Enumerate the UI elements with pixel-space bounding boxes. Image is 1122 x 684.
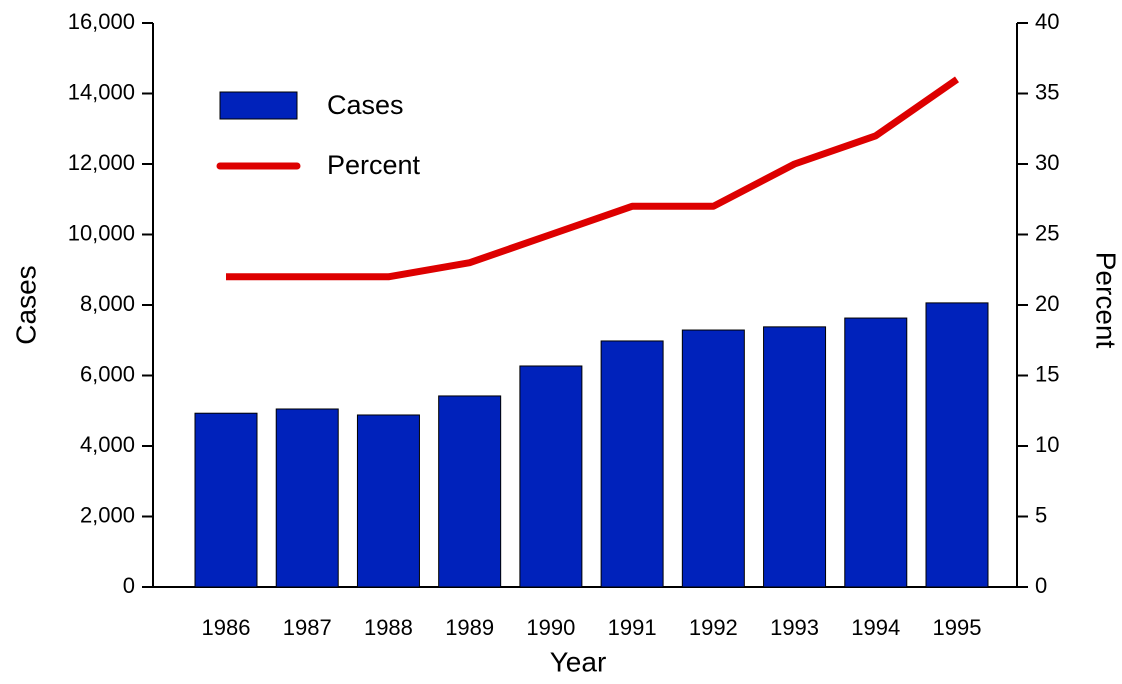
bar (519, 365, 583, 588)
x-tick-label: 1994 (851, 615, 900, 640)
x-tick-label: 1988 (364, 615, 413, 640)
x-tick-label: 1990 (526, 615, 575, 640)
y-tick-label: 6,000 (80, 361, 135, 386)
bar (844, 317, 908, 588)
x-tick-label: 1995 (933, 615, 982, 640)
x-tick-label: 1986 (202, 615, 251, 640)
y2-tick-label: 10 (1035, 432, 1059, 457)
y2-tick-label: 15 (1035, 361, 1059, 386)
bar (681, 329, 745, 588)
y-tick-label: 2,000 (80, 502, 135, 527)
bar (275, 408, 339, 588)
y-tick-label: 14,000 (68, 79, 135, 104)
bar (600, 340, 664, 588)
line (226, 76, 959, 281)
y-tick-label: 8,000 (80, 291, 135, 316)
legend-swatch (219, 91, 298, 120)
y2-tick-label: 0 (1035, 573, 1047, 598)
x-tick-label: 1993 (770, 615, 819, 640)
x-tick-label: 1989 (445, 615, 494, 640)
y2-axis-title: Percent (1091, 252, 1122, 349)
y2-tick-label: 20 (1035, 291, 1059, 316)
y2-tick-label: 5 (1035, 502, 1047, 527)
y-tick-label: 12,000 (68, 150, 135, 175)
y2-tick-label: 35 (1035, 79, 1059, 104)
bar (194, 412, 258, 588)
y-tick-label: 0 (123, 573, 135, 598)
legend-label: Cases (327, 90, 404, 120)
x-axis-title: Year (550, 646, 607, 677)
y2-tick-label: 30 (1035, 150, 1059, 175)
bar (438, 395, 502, 588)
y2-tick-label: 25 (1035, 220, 1059, 245)
y-axis-title: Cases (10, 265, 41, 344)
legend-label: Percent (327, 150, 421, 180)
x-tick-label: 1992 (689, 615, 738, 640)
x-tick-label: 1991 (608, 615, 657, 640)
y-tick-label: 16,000 (68, 9, 135, 34)
bar (925, 302, 989, 588)
y2-tick-label: 40 (1035, 9, 1059, 34)
y-tick-label: 4,000 (80, 432, 135, 457)
bar (356, 414, 420, 588)
y-tick-label: 10,000 (68, 220, 135, 245)
bar (763, 326, 827, 588)
x-tick-label: 1987 (283, 615, 332, 640)
